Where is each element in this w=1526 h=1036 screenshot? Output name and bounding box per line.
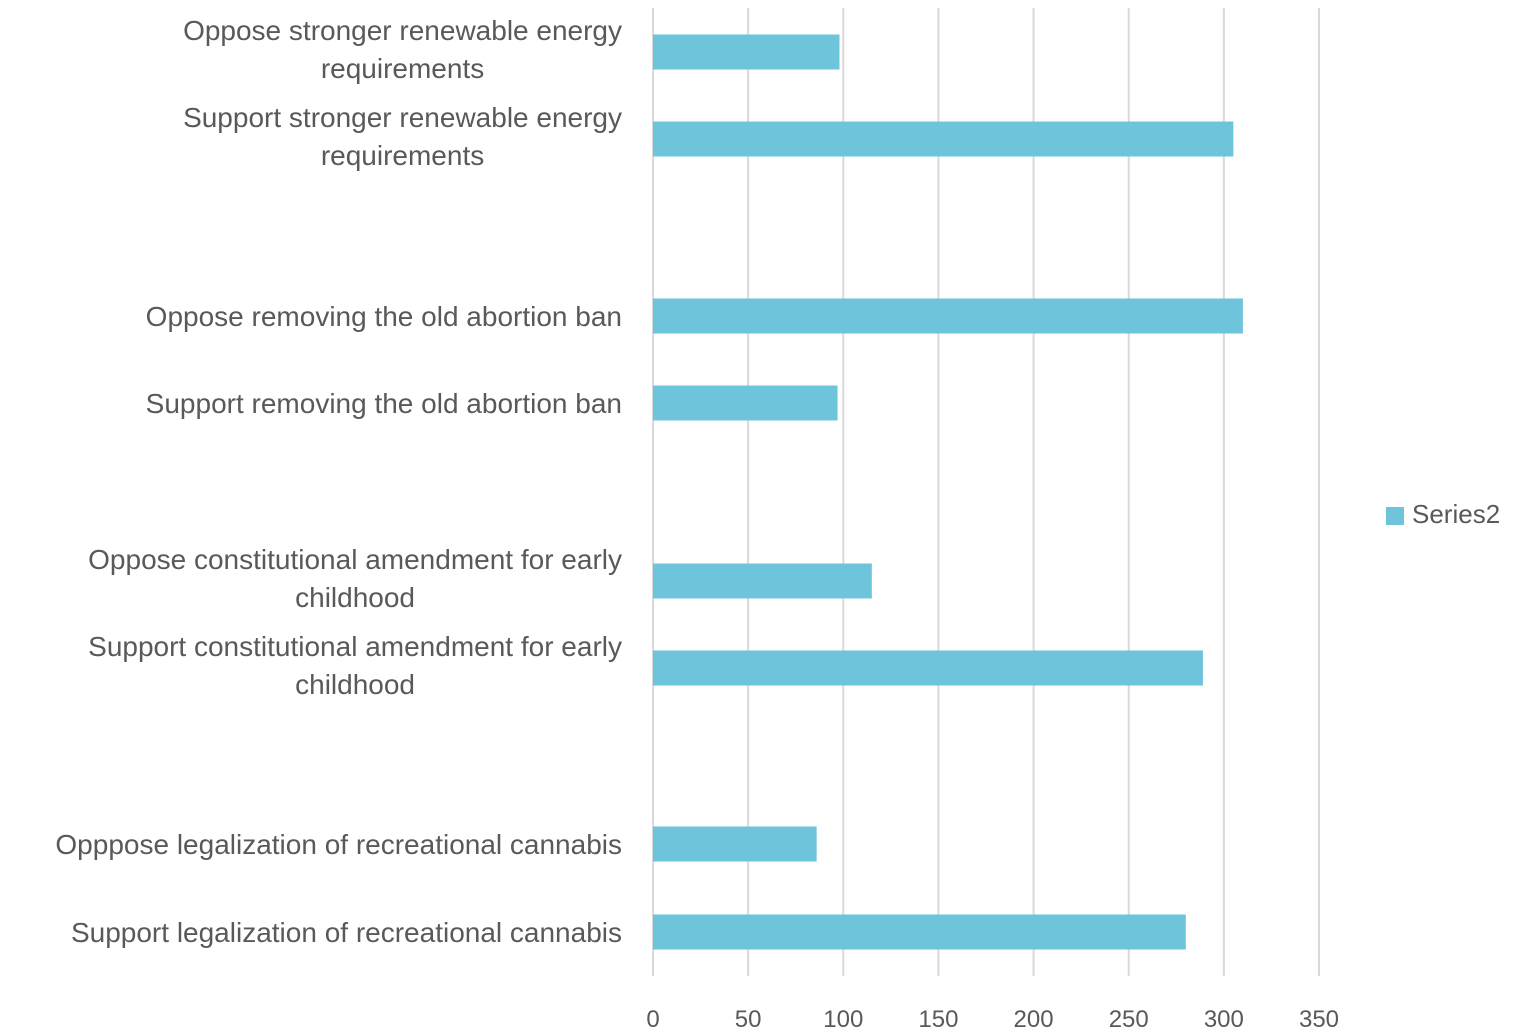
legend: Series2 bbox=[1386, 499, 1500, 529]
x-axis-tick-labels: 0 50 100 150 200 250 300 350 bbox=[646, 1006, 1339, 1033]
category-label: Oppose removing the old abortion ban bbox=[146, 301, 622, 332]
bar bbox=[653, 298, 1243, 334]
legend-label-series2: Series2 bbox=[1412, 499, 1500, 529]
bars bbox=[653, 34, 1243, 950]
category-labels: Oppose stronger renewable energy requirem… bbox=[55, 15, 622, 948]
category-label: requirements bbox=[321, 53, 484, 84]
x-tick-label: 200 bbox=[1014, 1006, 1054, 1033]
gridlines bbox=[652, 8, 1320, 976]
bar bbox=[653, 826, 817, 862]
x-tick-label: 0 bbox=[646, 1006, 659, 1033]
bar bbox=[653, 385, 838, 421]
category-label: childhood bbox=[295, 582, 415, 613]
bar bbox=[653, 121, 1234, 157]
category-label: Opppose legalization of recreational can… bbox=[55, 829, 622, 860]
x-tick-label: 100 bbox=[823, 1006, 863, 1033]
category-label: Support stronger renewable energy bbox=[183, 102, 622, 133]
legend-swatch-series2 bbox=[1386, 507, 1404, 525]
bar bbox=[653, 34, 840, 70]
x-tick-label: 50 bbox=[735, 1006, 762, 1033]
bar bbox=[653, 914, 1186, 950]
bar bbox=[653, 563, 872, 599]
category-label: requirements bbox=[321, 140, 484, 171]
category-label: childhood bbox=[295, 669, 415, 700]
x-tick-label: 300 bbox=[1204, 1006, 1244, 1033]
category-label: Oppose constitutional amendment for earl… bbox=[88, 544, 622, 575]
x-tick-label: 150 bbox=[918, 1006, 958, 1033]
category-label: Support removing the old abortion ban bbox=[146, 388, 622, 419]
x-tick-label: 250 bbox=[1109, 1006, 1149, 1033]
x-tick-label: 350 bbox=[1299, 1006, 1339, 1033]
bar bbox=[653, 650, 1203, 686]
category-label: Oppose stronger renewable energy bbox=[183, 15, 622, 46]
category-label: Support legalization of recreational can… bbox=[71, 917, 622, 948]
category-label: Support constitutional amendment for ear… bbox=[88, 631, 622, 662]
